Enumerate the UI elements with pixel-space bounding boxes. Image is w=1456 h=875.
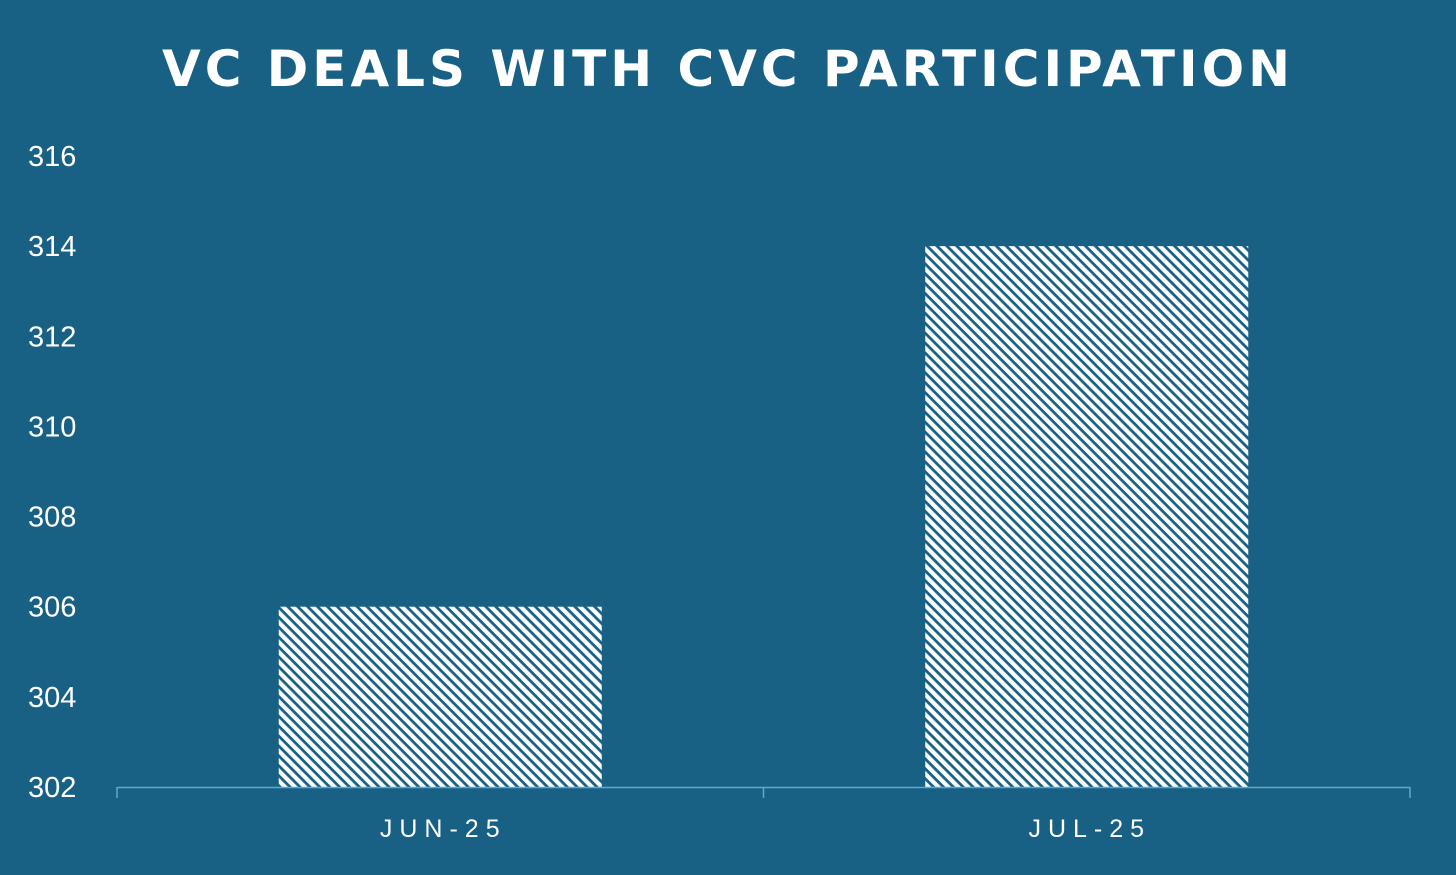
y-tick-label: 302 — [28, 772, 76, 804]
y-tick-label: 314 — [28, 231, 76, 263]
y-tick-label: 306 — [28, 592, 76, 624]
y-tick-label: 312 — [28, 321, 76, 353]
y-axis-ticks: 316 314 312 310 308 306 304 302 — [28, 141, 76, 804]
y-tick-label: 310 — [28, 411, 76, 443]
x-axis-labels: JUN-25 JUL-25 — [380, 815, 1151, 843]
x-axis — [116, 786, 1411, 798]
bars — [278, 246, 1249, 788]
bar-jun-25 — [278, 606, 602, 787]
x-category-label: JUN-25 — [380, 815, 507, 843]
x-category-label: JUL-25 — [1028, 815, 1151, 843]
y-tick-label: 304 — [28, 682, 76, 714]
y-tick-label: 308 — [28, 502, 76, 534]
y-tick-label: 316 — [28, 141, 76, 173]
chart-title: VC DEALS WITH CVC PARTICIPATION — [162, 40, 1294, 98]
bar-jul-25 — [925, 246, 1249, 788]
